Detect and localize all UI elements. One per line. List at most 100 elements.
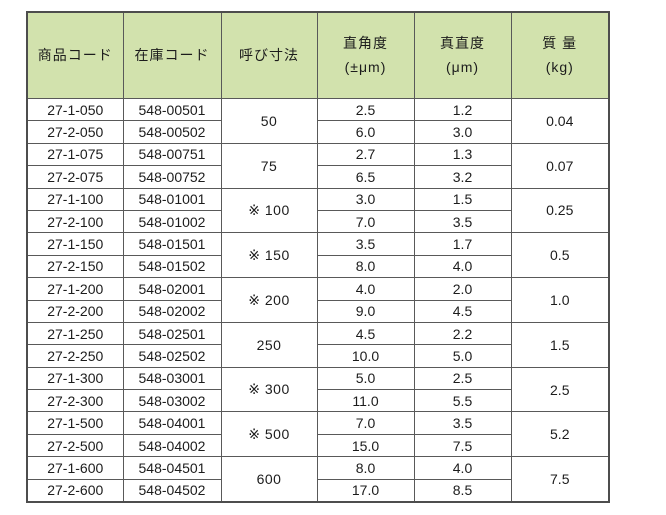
stock-code-cell: 548-04002 bbox=[122, 433, 222, 458]
straightness-cell: 2.2 bbox=[413, 321, 512, 346]
table-row: 27-1-500 548-04001 ※ 500 7.0 3.5 5.2 bbox=[26, 411, 610, 458]
stock-code-cell: 548-00751 bbox=[122, 142, 222, 167]
table-row: 27-2-050 548-00502 6.0 3.0 bbox=[26, 120, 609, 144]
straightness-cell: 4.5 bbox=[413, 299, 512, 323]
product-code-cell: 27-2-500 bbox=[26, 433, 124, 458]
header-label: 在庫コード bbox=[134, 46, 210, 63]
squareness-cell: 7.0 bbox=[316, 209, 415, 234]
squareness-cell: 4.5 bbox=[316, 321, 415, 346]
table-row: 27-2-200 548-02002 9.0 4.5 bbox=[26, 299, 609, 323]
nominal-size-cell: 50 bbox=[220, 98, 318, 144]
squareness-cell: 6.0 bbox=[316, 120, 415, 144]
straightness-cell: 1.5 bbox=[413, 187, 512, 211]
nominal-size-cell: ※ 200 bbox=[220, 277, 318, 323]
nominal-size-cell: ※ 300 bbox=[220, 366, 318, 413]
stock-code-cell: 548-04501 bbox=[122, 456, 222, 480]
mass-cell: 1.0 bbox=[510, 277, 610, 323]
table-row: 27-1-250 548-02501 250 4.5 2.2 1.5 bbox=[26, 321, 610, 368]
product-code-cell: 27-1-250 bbox=[26, 321, 124, 346]
stock-code-cell: 548-01001 bbox=[122, 187, 222, 211]
squareness-cell: 7.0 bbox=[316, 411, 415, 435]
squareness-cell: 9.0 bbox=[316, 299, 415, 323]
product-code-cell: 27-1-150 bbox=[26, 232, 124, 256]
stock-code-cell: 548-04001 bbox=[122, 411, 222, 435]
squareness-cell: 15.0 bbox=[316, 433, 415, 458]
straightness-cell: 7.5 bbox=[413, 433, 512, 458]
nominal-size-cell: ※ 150 bbox=[220, 232, 318, 279]
stock-code-cell: 548-04502 bbox=[122, 478, 222, 503]
product-code-cell: 27-2-250 bbox=[26, 344, 124, 368]
squareness-cell: 3.5 bbox=[316, 232, 415, 256]
table-row: 27-1-300 548-03001 ※ 300 5.0 2.5 2.5 bbox=[26, 366, 610, 413]
squareness-cell: 11.0 bbox=[316, 389, 415, 413]
squareness-cell: 6.5 bbox=[316, 165, 415, 189]
table-row: 27-1-100 548-01001 ※ 100 3.0 1.5 0.25 bbox=[26, 187, 610, 234]
product-code-cell: 27-1-600 bbox=[26, 456, 124, 480]
mass-cell: 0.25 bbox=[510, 187, 610, 234]
product-code-cell: 27-1-500 bbox=[26, 411, 124, 435]
stock-code-cell: 548-00752 bbox=[122, 165, 222, 189]
table-row: 27-2-100 548-01002 7.0 3.5 bbox=[26, 209, 609, 234]
mass-cell: 0.04 bbox=[510, 98, 610, 144]
table-row: 27-1-600 548-04501 600 8.0 4.0 7.5 bbox=[26, 456, 610, 503]
straightness-cell: 2.0 bbox=[413, 277, 512, 301]
product-code-cell: 27-2-600 bbox=[26, 478, 124, 503]
straightness-cell: 1.7 bbox=[413, 232, 512, 256]
mass-cell: 0.5 bbox=[510, 232, 610, 279]
nominal-size-cell: ※ 500 bbox=[220, 411, 318, 458]
squareness-cell: 10.0 bbox=[316, 344, 415, 368]
table-row: 27-1-150 548-01501 ※ 150 3.5 1.7 0.5 bbox=[26, 232, 610, 279]
header-nominal-size: 呼び寸法 bbox=[220, 11, 318, 99]
header-unit: (μm) bbox=[445, 58, 480, 75]
product-code-cell: 27-1-075 bbox=[26, 142, 124, 167]
nominal-size-cell: 600 bbox=[220, 456, 318, 503]
straightness-cell: 1.3 bbox=[413, 142, 512, 167]
straightness-cell: 3.5 bbox=[413, 209, 512, 234]
straightness-cell: 5.5 bbox=[413, 389, 512, 413]
mass-cell: 1.5 bbox=[510, 321, 610, 368]
stock-code-cell: 548-02001 bbox=[122, 277, 222, 301]
table-row: 27-2-300 548-03002 11.0 5.5 bbox=[26, 389, 609, 413]
straightness-cell: 1.2 bbox=[413, 97, 512, 122]
table-row: 27-1-200 548-02001 ※ 200 4.0 2.0 1.0 bbox=[26, 277, 610, 323]
mass-cell: 5.2 bbox=[510, 411, 610, 458]
stock-code-cell: 548-00502 bbox=[122, 120, 222, 144]
header-stock-code: 在庫コード bbox=[122, 11, 222, 99]
squareness-cell: 5.0 bbox=[316, 366, 415, 391]
product-code-cell: 27-2-200 bbox=[26, 299, 124, 323]
stock-code-cell: 548-02502 bbox=[122, 344, 222, 368]
squareness-cell: 8.0 bbox=[316, 456, 415, 480]
product-code-cell: 27-2-300 bbox=[26, 389, 124, 413]
nominal-size-cell: ※ 100 bbox=[220, 187, 318, 234]
table-header: 商品コード 在庫コード 呼び寸法 直角度 (±μm) 真直度 (μm) 質 量 bbox=[26, 11, 610, 99]
product-code-cell: 27-2-050 bbox=[26, 120, 124, 144]
header-product-code: 商品コード bbox=[26, 11, 124, 99]
stock-code-cell: 548-03001 bbox=[122, 366, 222, 391]
stock-code-cell: 548-01501 bbox=[122, 232, 222, 256]
header-label: 呼び寸法 bbox=[239, 46, 299, 63]
product-code-cell: 27-1-050 bbox=[26, 97, 124, 122]
squareness-cell: 4.0 bbox=[316, 277, 415, 301]
product-code-cell: 27-1-100 bbox=[26, 187, 124, 211]
squareness-cell: 8.0 bbox=[316, 254, 415, 279]
header-straightness: 真直度 (μm) bbox=[413, 11, 512, 99]
straightness-cell: 8.5 bbox=[413, 478, 512, 503]
stock-code-cell: 548-01502 bbox=[122, 254, 222, 279]
product-code-cell: 27-1-300 bbox=[26, 366, 124, 391]
straightness-cell: 5.0 bbox=[413, 344, 512, 368]
stock-code-cell: 548-02002 bbox=[122, 299, 222, 323]
header-label: 直角度 bbox=[343, 34, 388, 51]
header-row: 商品コード 在庫コード 呼び寸法 直角度 (±μm) 真直度 (μm) 質 量 bbox=[26, 11, 610, 99]
spec-table: 商品コード 在庫コード 呼び寸法 直角度 (±μm) 真直度 (μm) 質 量 bbox=[26, 11, 610, 504]
table-row: 27-2-500 548-04002 15.0 7.5 bbox=[26, 433, 609, 458]
straightness-cell: 3.0 bbox=[413, 120, 512, 144]
product-code-cell: 27-2-075 bbox=[26, 165, 124, 189]
table-body: 27-1-050 548-00501 50 2.5 1.2 0.04 27-2-050 548… bbox=[26, 97, 610, 503]
straightness-cell: 3.2 bbox=[413, 165, 512, 189]
product-code-cell: 27-2-100 bbox=[26, 209, 124, 234]
stock-code-cell: 548-01002 bbox=[122, 209, 222, 234]
squareness-cell: 17.0 bbox=[316, 478, 415, 503]
table-row: 27-2-150 548-01502 8.0 4.0 bbox=[26, 254, 609, 279]
mass-cell: 2.5 bbox=[510, 366, 610, 413]
squareness-cell: 3.0 bbox=[316, 187, 415, 211]
